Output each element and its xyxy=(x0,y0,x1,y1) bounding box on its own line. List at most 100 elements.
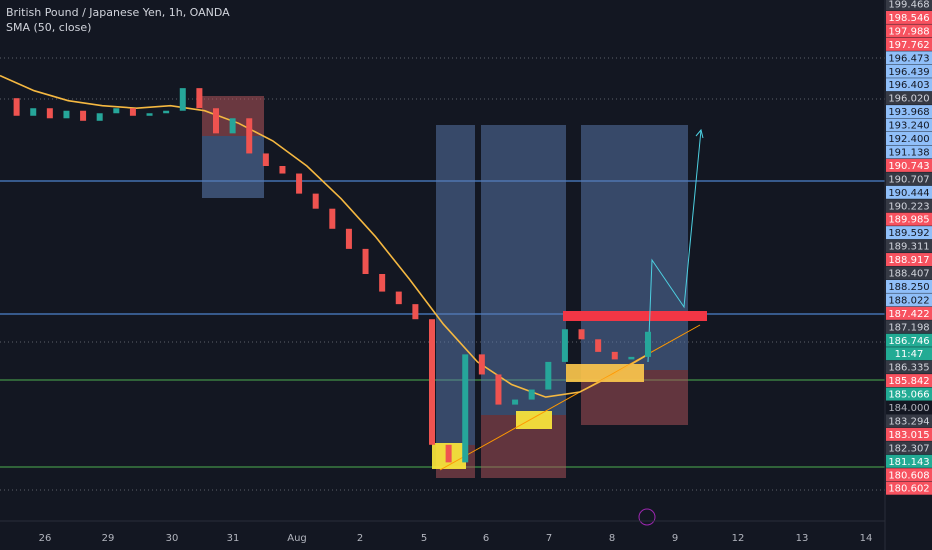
price-label-bg xyxy=(886,0,932,11)
price-label: 188.917 xyxy=(888,255,929,266)
candle xyxy=(512,399,519,405)
candle xyxy=(595,339,602,352)
time-label: 5 xyxy=(421,533,427,544)
candle xyxy=(229,118,236,134)
price-label-bg xyxy=(886,347,932,361)
candle xyxy=(80,110,87,121)
time-label: 2 xyxy=(357,533,363,544)
price-label-bg xyxy=(886,306,932,320)
price-label: 196.473 xyxy=(888,53,929,64)
price-label: 190.707 xyxy=(888,174,929,185)
price-label: 197.762 xyxy=(888,40,929,51)
candle xyxy=(561,329,568,362)
target-zone xyxy=(481,125,566,415)
price-label-bg xyxy=(886,374,932,388)
price-label: 181.143 xyxy=(888,457,929,468)
sma-line xyxy=(0,74,649,398)
candle xyxy=(312,193,319,209)
time-label: 6 xyxy=(483,533,489,544)
candle xyxy=(63,110,70,119)
candle xyxy=(462,354,469,463)
price-label: 180.608 xyxy=(888,470,929,481)
price-label-bg xyxy=(886,360,932,374)
candle xyxy=(129,108,136,116)
candle xyxy=(545,361,552,390)
price-label: 197.988 xyxy=(888,26,929,37)
price-label-bg xyxy=(886,212,932,226)
time-label: 31 xyxy=(227,533,240,544)
plot xyxy=(0,74,651,463)
price-label-bg xyxy=(886,333,932,347)
candle xyxy=(445,444,452,463)
time-label: 30 xyxy=(166,533,179,544)
price-label-bg xyxy=(886,64,932,78)
price-label: 196.403 xyxy=(888,80,929,91)
candle xyxy=(296,173,303,194)
candle xyxy=(628,356,635,360)
candle xyxy=(213,108,219,134)
price-label-bg xyxy=(886,279,932,293)
candle xyxy=(362,248,369,274)
price-label: 187.422 xyxy=(888,309,929,320)
price-label-bg xyxy=(886,239,932,253)
candle xyxy=(578,329,585,340)
supply-zone xyxy=(563,311,707,321)
candle xyxy=(262,153,269,166)
price-label: 183.294 xyxy=(888,416,929,427)
price-label: 186.746 xyxy=(888,336,929,347)
time-label: 14 xyxy=(860,533,873,544)
time-labels: 26 29 30 31 Aug 2 5 6 7 8 9 12 13 14 xyxy=(39,533,873,544)
drawings xyxy=(0,57,885,526)
candle xyxy=(528,389,535,400)
time-label: 12 xyxy=(732,533,745,544)
candle xyxy=(412,304,419,320)
target-zone xyxy=(436,125,475,445)
price-label: 189.985 xyxy=(888,215,929,226)
price-label: 193.240 xyxy=(888,121,929,132)
price-label-bg xyxy=(886,441,932,455)
price-label-bg xyxy=(886,320,932,334)
price-label: 11:47 xyxy=(895,349,924,360)
price-label-bg xyxy=(886,468,932,482)
price-label: 190.223 xyxy=(888,201,929,212)
price-label-bg xyxy=(886,51,932,65)
price-label-bg xyxy=(886,387,932,401)
candle xyxy=(246,118,253,154)
price-label: 196.020 xyxy=(888,94,929,105)
price-label: 185.066 xyxy=(888,390,929,401)
price-label: 180.602 xyxy=(888,484,929,495)
candle xyxy=(113,108,120,114)
price-label: 193.968 xyxy=(888,107,929,118)
price-label-bg xyxy=(886,454,932,468)
time-label: 9 xyxy=(672,533,678,544)
time-label: 26 xyxy=(39,533,52,544)
price-label-bg xyxy=(886,414,932,428)
price-label-bg xyxy=(886,481,932,495)
price-label-bg xyxy=(886,78,932,92)
price-label-bg xyxy=(886,253,932,267)
time-label: 13 xyxy=(796,533,809,544)
price-labels: 199.468 198.546 197.988 197.762 196.473 196.4… xyxy=(886,0,932,495)
time-label: Aug xyxy=(287,533,307,544)
price-label-bg xyxy=(886,172,932,186)
candle xyxy=(429,319,435,445)
price-label-bg xyxy=(886,10,932,24)
symbol-title: British Pound / Japanese Yen, 1h, OANDA xyxy=(6,6,230,19)
price-label-bg xyxy=(886,24,932,38)
price-label-bg xyxy=(886,132,932,145)
price-label: 196.439 xyxy=(888,67,929,78)
arrow-head xyxy=(695,128,704,139)
price-label-bg xyxy=(886,91,932,105)
time-label: 8 xyxy=(609,533,615,544)
candle xyxy=(379,274,386,292)
price-label: 188.407 xyxy=(888,269,929,280)
trend-line xyxy=(439,324,701,471)
price-label-bg xyxy=(886,401,932,414)
target-zone xyxy=(581,125,688,370)
candle xyxy=(13,98,20,116)
event-icon xyxy=(638,508,656,526)
price-label: 190.743 xyxy=(888,161,929,172)
price-label: 186.335 xyxy=(888,363,929,374)
